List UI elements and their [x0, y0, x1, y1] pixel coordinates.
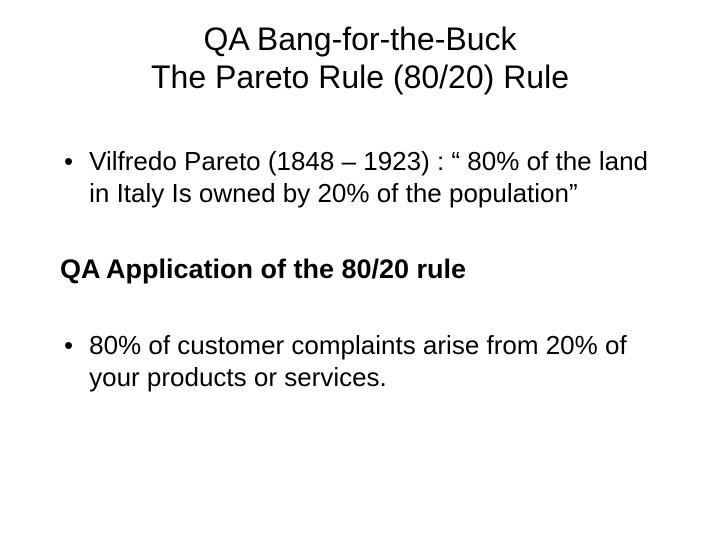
bullet-icon: •: [64, 329, 73, 362]
slide-title: QA Bang-for-the-Buck The Pareto Rule (80…: [60, 20, 660, 97]
title-line-1: QA Bang-for-the-Buck: [203, 21, 516, 57]
list-item: • 80% of customer complaints arise from …: [60, 329, 660, 394]
bullet-text-1: Vilfredo Pareto (1848 – 1923) : “ 80% of…: [89, 145, 660, 210]
bullet-icon: •: [64, 145, 73, 178]
title-line-2: The Pareto Rule (80/20) Rule: [151, 59, 569, 95]
bullet-block-1: • Vilfredo Pareto (1848 – 1923) : “ 80% …: [60, 145, 660, 210]
bullet-text-2: 80% of customer complaints arise from 20…: [89, 329, 660, 394]
bullet-block-2: • 80% of customer complaints arise from …: [60, 329, 660, 394]
subheading: QA Application of the 80/20 rule: [60, 254, 660, 285]
list-item: • Vilfredo Pareto (1848 – 1923) : “ 80% …: [60, 145, 660, 210]
